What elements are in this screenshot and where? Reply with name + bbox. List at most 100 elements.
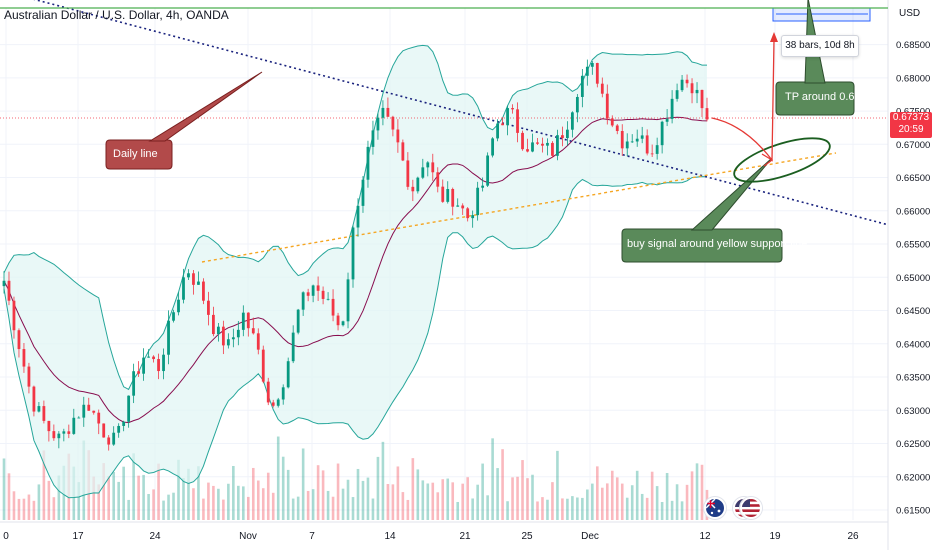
volume-bar: [556, 450, 559, 520]
candle-body: [411, 186, 415, 192]
candle-body: [192, 273, 195, 285]
candle-body: [172, 312, 175, 321]
candle-body: [496, 123, 499, 139]
buy-signal-callout-pointer: [690, 157, 773, 231]
flag-au-icon[interactable]: [704, 497, 726, 519]
candle-body: [47, 420, 51, 432]
candle-body: [311, 285, 315, 296]
upper-band: [3, 44, 707, 391]
last-price: 0.67373: [892, 112, 930, 123]
candle-body: [451, 189, 455, 207]
volume-bar: [526, 478, 529, 520]
volume-bar: [132, 453, 135, 520]
candle-body: [426, 162, 430, 168]
volume-bar: [276, 436, 280, 520]
volume-bar: [27, 494, 31, 520]
time-tick-label: 12: [699, 531, 711, 542]
candle-body: [595, 63, 599, 84]
candle-body: [2, 280, 6, 287]
volume-bar: [456, 501, 460, 520]
volume-bar: [630, 485, 634, 520]
support-ellipse: [733, 137, 831, 183]
buy-signal-label[interactable]: buy signal around yellow support line: [627, 238, 808, 250]
candle-body: [127, 395, 131, 422]
volume-bar: [336, 463, 340, 520]
volume-bar: [476, 484, 479, 520]
volume-bar: [591, 483, 594, 520]
drawings[interactable]: [105, 0, 871, 263]
volume-bar: [531, 474, 534, 520]
grid: [0, 8, 888, 520]
time-tick-label: 25: [521, 531, 533, 542]
volume-bar: [546, 499, 549, 520]
time-tick-label: Nov: [239, 531, 257, 542]
volume-bar: [690, 471, 694, 520]
volume-bar: [351, 497, 355, 520]
tp-label[interactable]: TP around 0.69: [785, 91, 861, 103]
candle-body: [541, 143, 544, 146]
daily-line-label[interactable]: Daily line: [113, 148, 158, 160]
volume-bar: [386, 484, 390, 520]
candle-body: [546, 142, 549, 146]
volume-bar: [521, 460, 524, 520]
volume-bar: [177, 459, 180, 520]
volume-bar: [311, 489, 315, 520]
candle-body: [361, 179, 365, 206]
candle-body: [27, 366, 31, 387]
volume-bar: [227, 483, 230, 520]
candle-body: [97, 412, 101, 424]
daily-line-callout-pointer: [148, 71, 263, 142]
price-tick-label: 0.68000: [896, 73, 930, 84]
candle-body: [102, 423, 106, 438]
volume-bar: [237, 485, 240, 520]
candle-body: [446, 189, 450, 202]
candle-body: [551, 142, 554, 156]
candle-body: [92, 410, 96, 413]
candle-body: [231, 337, 235, 340]
volume-bar: [346, 479, 350, 520]
volume-bar: [680, 501, 684, 520]
candle-body: [461, 205, 465, 209]
volume-bar: [142, 474, 145, 520]
candlesticks[interactable]: [2, 59, 709, 451]
volume-bar: [172, 492, 175, 520]
volume-bar: [536, 501, 539, 520]
volume-bar: [381, 441, 385, 520]
candle-body: [565, 129, 569, 139]
candle-body: [491, 138, 495, 156]
time-tick-label: 14: [384, 531, 396, 542]
volume-bar: [47, 480, 51, 520]
currency-label: USD: [899, 8, 921, 19]
flag-au-graphic: [706, 499, 721, 515]
volume-bar: [610, 470, 614, 520]
time-tick-label: 7: [309, 531, 315, 542]
volume-bar: [112, 471, 115, 520]
volume-bar: [187, 468, 190, 520]
volume-bar: [192, 488, 195, 520]
price-tick-label: 0.64000: [896, 339, 930, 350]
volume-bar: [22, 498, 26, 520]
candle-body: [57, 433, 61, 439]
volume-bar: [625, 497, 629, 520]
candle-body: [536, 142, 539, 144]
candle-body: [82, 404, 86, 418]
flag-us-icon-2[interactable]: [740, 497, 762, 519]
volume-bar: [461, 483, 464, 520]
candle-body: [391, 116, 395, 130]
candle-body: [630, 141, 634, 143]
volume-bar: [42, 450, 46, 520]
band-fill: [4, 45, 707, 498]
candle-body: [226, 339, 230, 346]
volume-bar: [291, 498, 295, 520]
candle-body: [471, 215, 475, 219]
volume-bar: [650, 471, 654, 520]
candle-body: [77, 417, 81, 419]
candle-body: [670, 98, 674, 119]
volume-bar: [326, 490, 330, 520]
volume-bar: [416, 469, 420, 520]
lower-band: [3, 176, 708, 499]
volume-bars: [2, 436, 709, 520]
volume-bar: [516, 476, 519, 520]
